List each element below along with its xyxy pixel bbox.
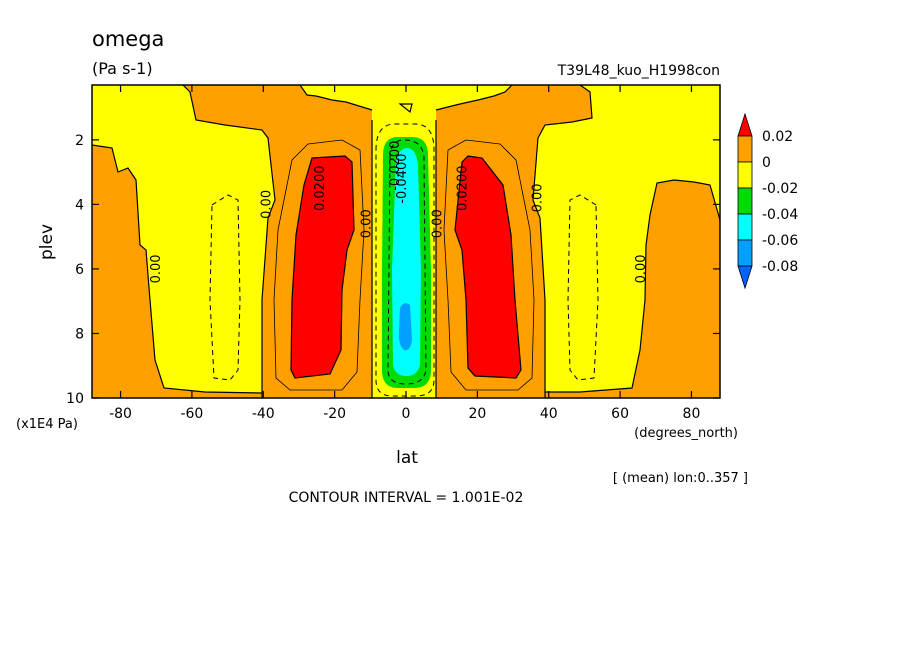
y-tick-label: 4	[75, 197, 84, 213]
colorbar-tick-label: -0.02	[762, 181, 798, 197]
colorbar-bin	[737, 135, 753, 163]
x-tick-label: 40	[540, 406, 558, 422]
y-tick-label: 8	[75, 326, 84, 342]
y-tick-label: 2	[75, 133, 84, 149]
fill-blue-equator	[398, 303, 412, 351]
contour-label: 0.00	[634, 254, 649, 283]
x-tick-label: -20	[323, 406, 346, 422]
colorbar-tick-label: -0.08	[762, 259, 798, 275]
fill-red-sh	[291, 156, 354, 378]
colorbar-bin	[737, 112, 753, 137]
contour-label: 0.00	[431, 209, 446, 238]
contour-label: 0.0200	[313, 166, 328, 212]
colorbar-bin	[737, 161, 753, 189]
y-axis-title: plev	[37, 224, 57, 260]
dashed-contours	[209, 123, 599, 397]
contour-label: 0.0200	[456, 166, 471, 212]
colorbar-tick-label: 0.02	[762, 129, 793, 145]
contour-label: 0.00	[259, 190, 274, 219]
mean-note: [ (mean) lon:0..357 ]	[613, 471, 748, 486]
y-tick-label: 10	[66, 391, 84, 407]
x-tick-label: -60	[180, 406, 203, 422]
x-tick-label: 20	[468, 406, 486, 422]
dataset-label: T39L48_kuo_H1998con	[557, 63, 720, 79]
colorbar: 0.02 0 -0.02 -0.04 -0.06 -0.08	[737, 112, 798, 290]
colorbar-tick-label: 0	[762, 155, 771, 171]
x-tick-label: 80	[683, 406, 701, 422]
y-axis: 2 4 6 8 10	[66, 133, 720, 407]
x-tick-label: 0	[402, 406, 411, 422]
x-tick-label: -80	[109, 406, 132, 422]
colorbar-bin	[737, 265, 753, 290]
x-tick-label: 60	[611, 406, 629, 422]
x-axis-title: lat	[396, 448, 418, 468]
colorbar-bin	[737, 213, 753, 241]
contour-interval-note: CONTOUR INTERVAL = 1.001E-02	[289, 490, 524, 506]
y-tick-label: 6	[75, 262, 84, 278]
y-axis-units: (x1E4 Pa)	[16, 417, 78, 432]
chart-title: omega	[92, 27, 164, 51]
contour-label: 0.00	[149, 254, 164, 283]
colorbar-bin	[737, 187, 753, 215]
units-label: (Pa s-1)	[92, 59, 153, 78]
fill-orange-sh-polar	[92, 145, 262, 398]
contour-label: 0.00	[359, 209, 374, 238]
solid-contours	[92, 85, 720, 398]
colorbar-bin	[737, 239, 753, 267]
fill-red-nh	[455, 156, 521, 378]
x-axis-units: (degrees_north)	[634, 426, 738, 441]
contour-plot: 0.00 0.00 0.0200 0.00 -0.0200-0.0400 0.00 0.02…	[92, 85, 720, 398]
fill-yellow-top-sh	[300, 85, 372, 110]
contour-labels: 0.00 0.00 0.0200 0.00 -0.0200-0.0400 0.00 0.02…	[149, 141, 649, 284]
contour-label: -0.0200	[388, 141, 403, 191]
x-tick-label: -40	[252, 406, 275, 422]
fill-yellow-top-nh	[436, 85, 512, 110]
x-axis: -80 -60 -40 -20 0 20 40 60 80	[109, 85, 700, 422]
colorbar-tick-label: -0.04	[762, 207, 798, 223]
colorbar-tick-label: -0.06	[762, 233, 798, 249]
fill-orange-nh-polar	[545, 180, 720, 398]
contour-label: -0.0400	[395, 153, 410, 203]
fill-cyan-equator	[392, 148, 421, 376]
contour-label: 0.00	[531, 183, 546, 212]
